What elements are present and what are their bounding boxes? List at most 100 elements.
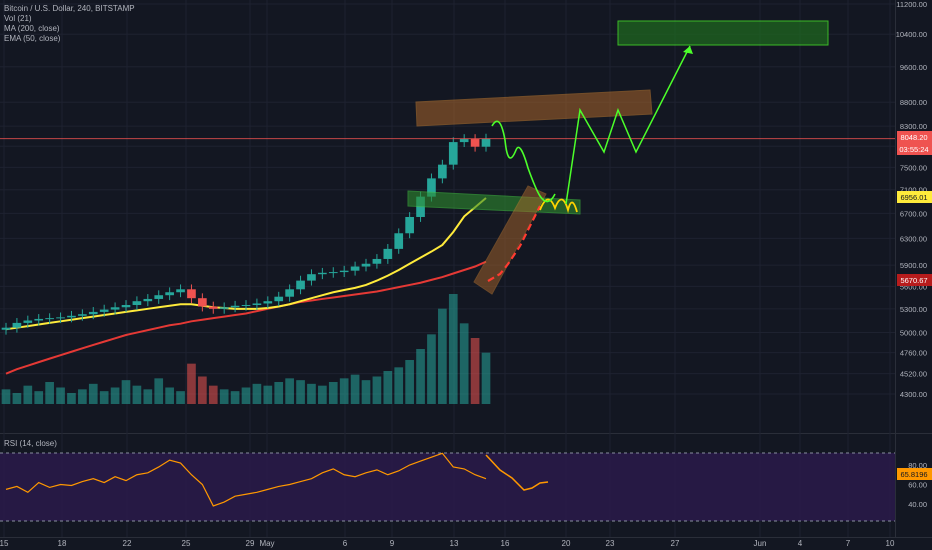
x-tick-label: 16 (501, 539, 510, 548)
symbol-title[interactable]: Bitcoin / U.S. Dollar, 240, BITSTAMP (4, 4, 135, 13)
volume-bar (481, 352, 491, 404)
red-projection (487, 205, 541, 282)
candle-body (252, 303, 262, 305)
countdown-badge-bg (897, 143, 932, 155)
target-zone (617, 20, 829, 46)
volume-bar (339, 378, 349, 404)
candle-body (88, 311, 98, 315)
volume-bar (372, 376, 382, 404)
candle-body (110, 307, 120, 310)
y-tick-label: 4760.00 (900, 349, 927, 358)
green-projection-a (491, 120, 556, 203)
volume-bar (394, 367, 404, 404)
candle-body (12, 322, 22, 328)
rsi-value-badge: 65.8196 (900, 470, 927, 479)
candle-body (121, 304, 131, 308)
candle-body (219, 307, 229, 309)
ema50-badge-bg (897, 191, 932, 203)
volume-bar (307, 383, 316, 404)
rsi-band (0, 453, 895, 521)
candle-body (296, 280, 305, 290)
candle-body (328, 272, 338, 274)
volume-bar (274, 382, 284, 404)
x-tick-label: 6 (343, 539, 348, 548)
y-tick-label: 11200.00 (896, 0, 927, 9)
x-tick-label: 23 (606, 539, 615, 548)
rsi-y-tick-label: 40.00 (908, 500, 927, 509)
volume-bar (416, 349, 425, 404)
legend-ma200[interactable]: MA (200, close) (4, 24, 60, 33)
volume-bar (176, 391, 185, 404)
volume-bar (208, 385, 218, 404)
y-tick-label: 5600.00 (900, 282, 927, 291)
volume-bar (350, 374, 360, 404)
candle-body (78, 314, 87, 316)
volume-bar (405, 360, 414, 404)
volume-bar (230, 391, 240, 404)
candle-body (307, 274, 316, 281)
y-tick-label: 6300.00 (900, 234, 927, 243)
y-tick-label: 4300.00 (900, 390, 927, 399)
volume-bar (383, 371, 393, 404)
ma200-line (5, 260, 487, 375)
y-tick-label: 5000.00 (900, 329, 927, 338)
legend-ema50[interactable]: EMA (50, close) (4, 34, 61, 43)
volume-bar (470, 338, 480, 404)
candle-body (285, 289, 294, 297)
chart-legend: Bitcoin / U.S. Dollar, 240, BITSTAMP Vol… (4, 4, 135, 44)
volume-bar (296, 380, 305, 404)
rsi-legend[interactable]: RSI (14, close) (4, 439, 57, 448)
last-price-badge-bg (897, 131, 932, 143)
candle-body (241, 304, 251, 306)
volume-bar (241, 387, 251, 404)
x-tick-label: Jun (754, 539, 767, 548)
candle-body (448, 142, 458, 165)
candle-body (318, 272, 327, 275)
volume-bar (448, 294, 458, 404)
candle-body (459, 139, 469, 143)
x-tick-label: 27 (671, 539, 680, 548)
y-tick-label: 6700.00 (900, 209, 927, 218)
volume-bar (143, 389, 153, 404)
ma200-badge-bg (897, 274, 932, 286)
y-tick-label: 10400.00 (896, 30, 927, 39)
candle-body (394, 233, 404, 249)
volume-bar (110, 387, 120, 404)
x-tick-label: 18 (58, 539, 67, 548)
volume-bar (165, 387, 174, 404)
volume-bar (318, 385, 327, 404)
candle-body (165, 292, 174, 296)
volume-bar (99, 391, 109, 404)
volume-bar (459, 323, 469, 404)
rsi-y-tick-label: 80.00 (908, 461, 927, 470)
candle-body (56, 317, 65, 319)
rsi-line (5, 452, 487, 507)
candle-body (438, 164, 447, 179)
ma200-badge: 5670.67 (900, 276, 927, 285)
candle-body (427, 178, 436, 197)
volume-bar (187, 363, 196, 404)
candle-body (372, 258, 382, 264)
volume-bar (56, 387, 65, 404)
volume-bar (45, 382, 54, 404)
volume-bar (12, 393, 22, 404)
candle-body (176, 289, 185, 293)
legend-volume[interactable]: Vol (21) (4, 14, 32, 23)
rsi-projection (485, 454, 549, 491)
volume-bar (427, 334, 436, 404)
y-tick-label: 9600.00 (900, 63, 927, 72)
volume-bar (438, 308, 447, 404)
x-tick-label: 15 (0, 539, 9, 548)
x-tick-label: 10 (886, 539, 895, 548)
x-tick-label: 7 (846, 539, 851, 548)
yellow-projection (539, 198, 578, 214)
rsi-y-tick-label: 60.00 (908, 481, 927, 490)
candle-body (361, 263, 371, 267)
candle-body (481, 138, 491, 147)
rsi-value-badge-bg (897, 468, 932, 480)
volume-bar (263, 385, 273, 404)
volume-bar (328, 382, 338, 404)
green-projection-b (565, 45, 691, 205)
